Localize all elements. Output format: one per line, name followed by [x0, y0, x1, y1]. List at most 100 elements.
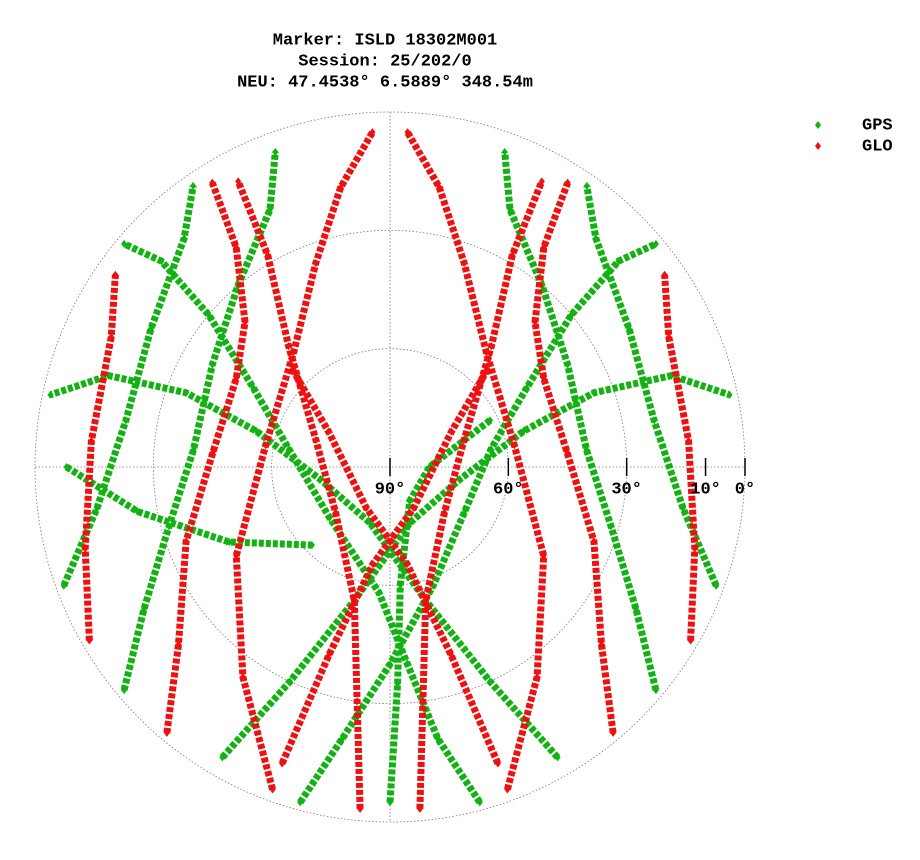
legend-label: GLO	[862, 137, 893, 156]
r-tick-label: 60°	[493, 480, 524, 499]
satellite-point	[122, 416, 129, 425]
satellite-point	[507, 205, 514, 214]
satellite-point	[369, 128, 376, 137]
satellite-point	[337, 183, 344, 192]
satellite-point	[286, 445, 293, 454]
satellite-point	[540, 243, 547, 252]
satellite-point	[652, 686, 659, 695]
satellite-point	[583, 445, 590, 454]
satellite-point	[568, 310, 575, 319]
satellite-point	[325, 427, 332, 436]
satellite-point	[476, 798, 483, 807]
satellite-point	[520, 427, 527, 436]
satellite-point	[253, 427, 260, 436]
satellite-point	[484, 365, 491, 374]
satellite-point	[456, 475, 463, 484]
satellite-point	[235, 177, 242, 186]
satellite-point	[394, 679, 401, 688]
satellite-point	[209, 178, 216, 187]
satellite-point	[713, 581, 720, 590]
satellite-point	[326, 650, 333, 659]
satellite-point	[47, 390, 54, 399]
satellite-point	[487, 416, 494, 425]
satellite-point	[483, 348, 490, 357]
satellite-point	[239, 673, 246, 682]
satellite-point	[266, 205, 273, 214]
satellite-point	[404, 128, 411, 137]
satellite-point	[592, 234, 599, 243]
satellite-point	[598, 640, 605, 649]
legend: GPS GLO	[815, 116, 893, 156]
satellite-point	[610, 728, 617, 737]
r-tick-label: 10°	[690, 480, 721, 499]
satellite-point	[121, 686, 128, 695]
satellite-point	[134, 507, 141, 516]
satellite-point	[241, 317, 248, 326]
satellite-point	[375, 588, 382, 597]
satellite-point	[538, 177, 545, 186]
satellite-point	[226, 538, 233, 547]
satellite-point	[181, 234, 188, 243]
satellite-point	[357, 804, 364, 813]
satellite-point	[121, 239, 128, 248]
satellite-point	[448, 427, 455, 436]
satellite-point	[166, 522, 173, 531]
axis: 90° 60° 30° 10° 0°	[375, 458, 755, 499]
satellite-point	[487, 677, 494, 686]
satellite-point	[279, 759, 286, 768]
satellite-point	[687, 636, 694, 645]
satellite-point	[351, 596, 358, 605]
satellite-point	[286, 677, 293, 686]
satellite-point	[534, 673, 541, 682]
satellite-point	[363, 503, 370, 512]
satellite-point	[509, 251, 516, 260]
satellite-point	[441, 508, 448, 517]
satellite-point	[434, 734, 441, 743]
satellite-point	[219, 753, 226, 762]
satellite-point	[661, 270, 668, 279]
satellite-point	[94, 504, 101, 513]
satellite-point	[651, 416, 658, 425]
satellite-point	[626, 324, 633, 333]
satellite-point	[563, 447, 570, 456]
satellite-point	[540, 374, 547, 383]
satellite-point	[354, 697, 361, 706]
satellite-point	[679, 504, 686, 513]
satellite-point	[205, 310, 212, 319]
satellite-point	[652, 239, 659, 248]
satellite-point	[290, 348, 297, 357]
satellite-point	[387, 660, 393, 669]
satellite-point	[250, 384, 257, 393]
satellite-point	[269, 785, 276, 794]
satellite-point	[190, 445, 197, 454]
chart-title: Session: 25/202/0	[298, 52, 471, 71]
satellite-point	[183, 537, 190, 546]
satellite-point	[158, 257, 165, 266]
satellite-point	[532, 317, 539, 326]
satellite-point	[632, 605, 639, 613]
satellite-point	[540, 551, 547, 560]
r-tick-label: 90°	[375, 480, 406, 499]
satellite-point	[447, 650, 454, 659]
satellite-point	[264, 251, 271, 260]
satellite-point	[554, 753, 561, 762]
satellite-point	[312, 259, 319, 268]
satellite-point	[416, 804, 423, 813]
satellite-point	[461, 436, 468, 445]
satellite-point	[209, 360, 216, 369]
satellite-point	[175, 640, 182, 649]
chart-title: Marker: ISLD 18302M001	[273, 31, 497, 50]
satellite-point	[63, 463, 70, 471]
satellite-point	[326, 513, 333, 522]
satellite-point	[590, 388, 597, 397]
satellite-point	[332, 508, 339, 517]
satellite-point	[404, 659, 411, 668]
satellite-point	[410, 503, 417, 512]
satellite-point	[233, 243, 240, 252]
satellite-point	[262, 441, 269, 450]
satellite-point	[523, 384, 530, 393]
r-tick-label: 0°	[735, 480, 755, 499]
satellite-point	[297, 798, 304, 807]
satellite-point	[147, 324, 154, 333]
